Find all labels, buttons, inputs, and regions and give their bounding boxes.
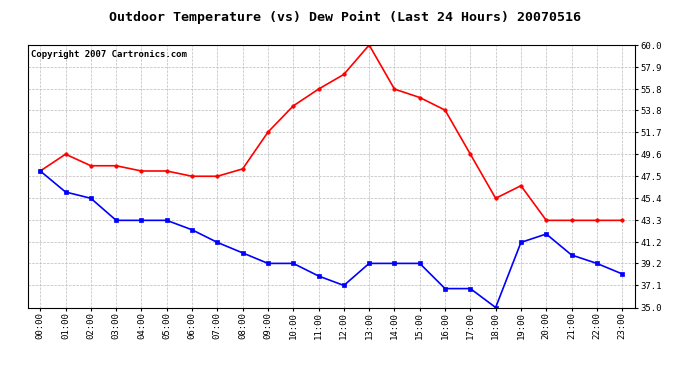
Text: Copyright 2007 Cartronics.com: Copyright 2007 Cartronics.com	[30, 50, 186, 59]
Text: Outdoor Temperature (vs) Dew Point (Last 24 Hours) 20070516: Outdoor Temperature (vs) Dew Point (Last…	[109, 11, 581, 24]
